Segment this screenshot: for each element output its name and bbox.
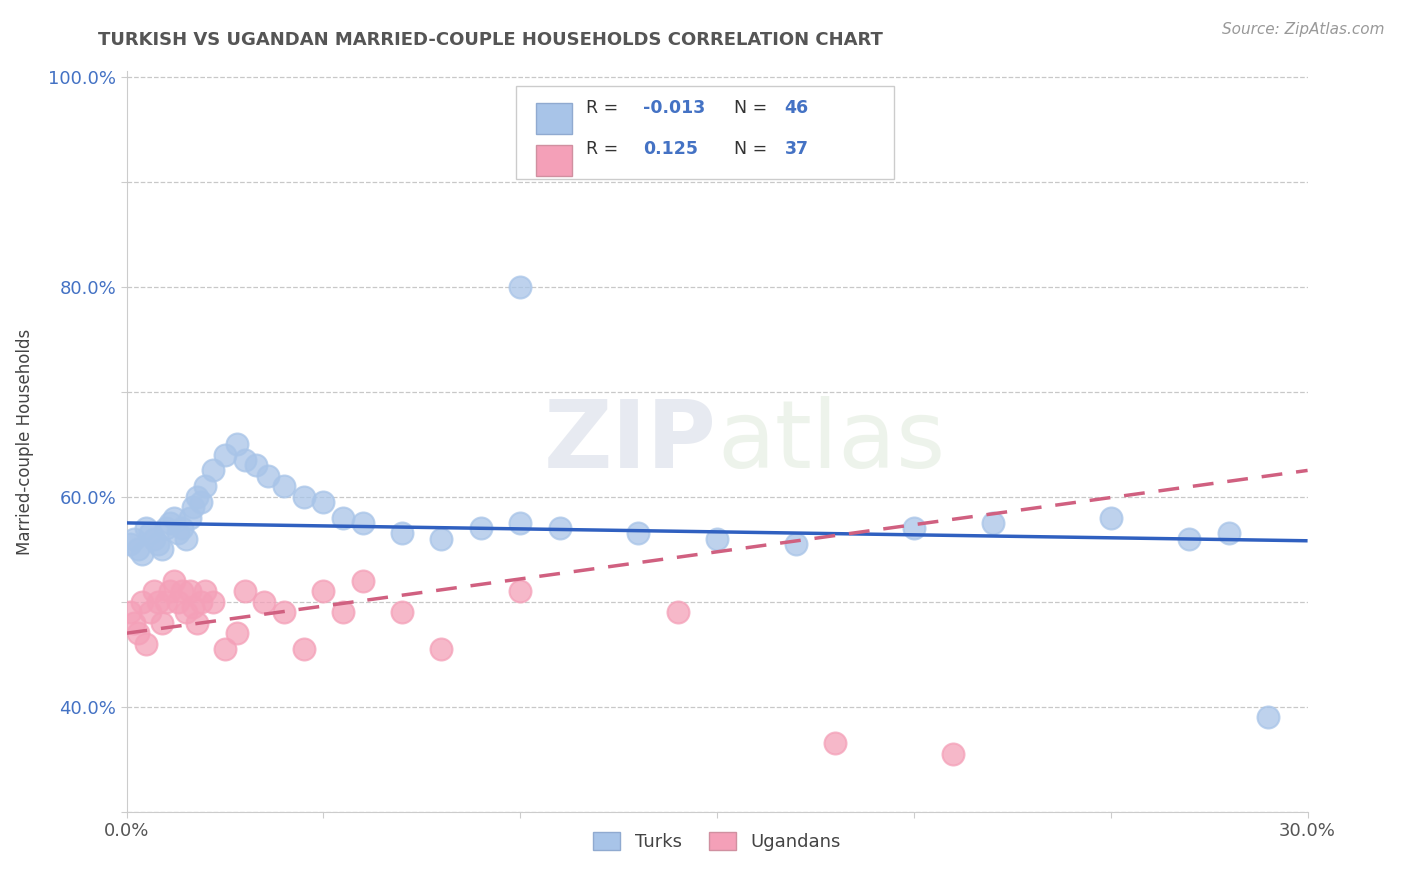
Point: [190, 595, 212, 609]
Text: 0.125: 0.125: [643, 140, 697, 158]
Point: [190, 495, 212, 509]
Point: [120, 605, 142, 619]
Point: [127, 626, 149, 640]
Point: [146, 537, 169, 551]
Point: [1178, 532, 1201, 546]
Point: [942, 747, 965, 761]
Point: [166, 595, 188, 609]
Point: [139, 605, 162, 619]
Text: atlas: atlas: [717, 395, 945, 488]
Text: Source: ZipAtlas.com: Source: ZipAtlas.com: [1222, 22, 1385, 37]
Point: [509, 516, 531, 530]
Point: [159, 584, 181, 599]
FancyBboxPatch shape: [516, 87, 894, 178]
Point: [1218, 526, 1240, 541]
Point: [163, 510, 186, 524]
Point: [194, 584, 217, 599]
Point: [292, 490, 315, 504]
Point: [135, 521, 157, 535]
Point: [143, 532, 166, 546]
Point: [470, 521, 492, 535]
Point: [824, 736, 846, 750]
Point: [163, 574, 186, 588]
Point: [273, 479, 295, 493]
Point: [1257, 710, 1279, 724]
FancyBboxPatch shape: [536, 103, 572, 135]
Point: [131, 548, 153, 562]
Point: [143, 584, 166, 599]
Text: TURKISH VS UGANDAN MARRIED-COUPLE HOUSEHOLDS CORRELATION CHART: TURKISH VS UGANDAN MARRIED-COUPLE HOUSEH…: [98, 31, 883, 49]
Point: [194, 479, 217, 493]
Point: [155, 595, 177, 609]
Point: [131, 595, 153, 609]
Point: [332, 510, 354, 524]
Point: [292, 642, 315, 657]
Point: [124, 615, 146, 630]
Point: [352, 516, 374, 530]
Point: [174, 532, 197, 546]
Text: N =: N =: [734, 99, 766, 117]
Point: [214, 448, 236, 462]
Point: [170, 584, 193, 599]
Legend: Turks, Ugandans: Turks, Ugandans: [586, 824, 848, 858]
Point: [352, 574, 374, 588]
Point: [202, 463, 225, 477]
Point: [312, 584, 335, 599]
Point: [903, 521, 925, 535]
Point: [174, 605, 197, 619]
Point: [183, 500, 205, 515]
Y-axis label: Married-couple Households: Married-couple Households: [17, 328, 34, 555]
Point: [186, 490, 208, 504]
Point: [159, 516, 181, 530]
Point: [150, 615, 173, 630]
Point: [202, 595, 225, 609]
Point: [233, 453, 256, 467]
Point: [785, 537, 807, 551]
Point: [146, 595, 169, 609]
Point: [981, 516, 1004, 530]
Text: ZIP: ZIP: [544, 395, 717, 488]
Point: [509, 584, 531, 599]
Point: [1099, 510, 1122, 524]
Point: [332, 605, 354, 619]
Point: [183, 599, 205, 614]
Point: [170, 521, 193, 535]
Point: [214, 642, 236, 657]
Text: -0.013: -0.013: [643, 99, 704, 117]
Point: [273, 605, 295, 619]
Point: [548, 521, 571, 535]
Point: [225, 437, 247, 451]
Text: 37: 37: [785, 140, 808, 158]
Point: [179, 584, 201, 599]
Point: [509, 279, 531, 293]
Point: [391, 605, 413, 619]
Point: [186, 615, 208, 630]
Point: [391, 526, 413, 541]
Point: [150, 542, 173, 557]
Text: N =: N =: [734, 140, 766, 158]
Point: [120, 537, 142, 551]
Point: [430, 532, 453, 546]
Text: 46: 46: [785, 99, 808, 117]
Point: [312, 495, 335, 509]
Point: [124, 532, 146, 546]
Point: [430, 642, 453, 657]
Point: [666, 605, 689, 619]
Point: [253, 595, 276, 609]
Point: [179, 510, 201, 524]
FancyBboxPatch shape: [536, 145, 572, 177]
Point: [135, 637, 157, 651]
Point: [139, 526, 162, 541]
Text: R =: R =: [586, 99, 619, 117]
Point: [155, 521, 177, 535]
Point: [706, 532, 728, 546]
Point: [627, 526, 650, 541]
Point: [225, 626, 247, 640]
Point: [233, 584, 256, 599]
Point: [257, 468, 280, 483]
Point: [245, 458, 267, 472]
Point: [127, 542, 149, 557]
Point: [166, 526, 188, 541]
Text: R =: R =: [586, 140, 619, 158]
